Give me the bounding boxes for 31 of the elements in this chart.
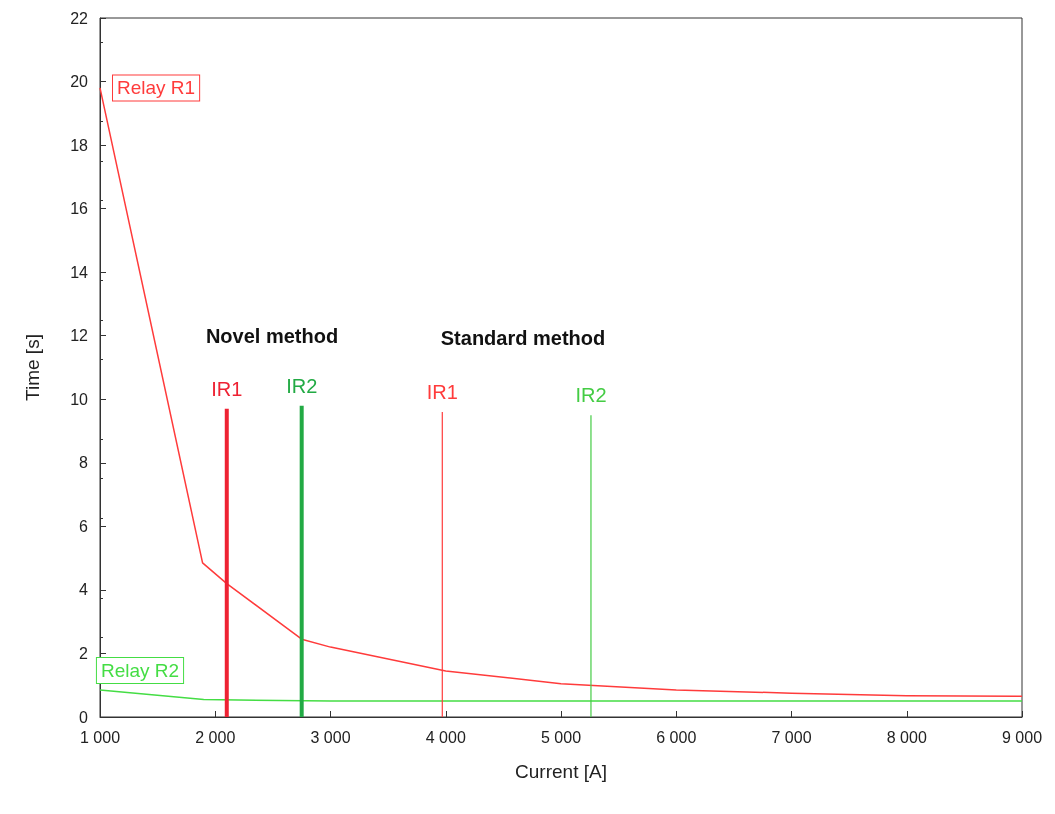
y-tick-label: 6: [79, 517, 89, 535]
y-axis-title: Time [s]: [22, 334, 43, 401]
annotation: Novel method: [205, 325, 339, 347]
series-label: IR2: [575, 384, 607, 407]
y-tick-label: 14: [70, 263, 89, 281]
y-tick-label: 8: [79, 454, 89, 472]
y-tick-label: 4: [79, 581, 89, 599]
y-tick-label: 16: [70, 200, 89, 218]
y-tick-label: 10: [70, 390, 89, 408]
series-label: Relay R2: [100, 659, 180, 681]
series-label: IR1: [426, 380, 458, 403]
y-tick-label: 22: [70, 9, 89, 27]
x-axis-title: Current [A]: [515, 761, 607, 782]
y-tick-label: 2: [79, 644, 89, 662]
x-tick-label: 1 000: [79, 728, 121, 746]
x-tick-label: 7 000: [771, 728, 812, 746]
series-label: IR1: [211, 377, 243, 400]
x-tick-label: 4 000: [425, 728, 466, 746]
x-tick-label: 3 000: [310, 728, 351, 746]
annotation: Standard method: [440, 327, 606, 349]
x-tick-label: 8 000: [886, 728, 927, 746]
series-label: Relay R1: [117, 77, 196, 99]
y-tick-label: 12: [70, 327, 89, 345]
x-tick-label: 9 000: [1001, 728, 1043, 746]
x-tick-label: 5 000: [540, 728, 582, 746]
y-tick-label: 20: [70, 73, 89, 91]
y-tick-label: 18: [70, 136, 89, 154]
series-label: IR2: [286, 374, 318, 397]
x-tick-label: 2 000: [195, 728, 236, 746]
x-tick-label: 6 000: [656, 728, 697, 746]
y-tick-label: 0: [79, 708, 89, 726]
